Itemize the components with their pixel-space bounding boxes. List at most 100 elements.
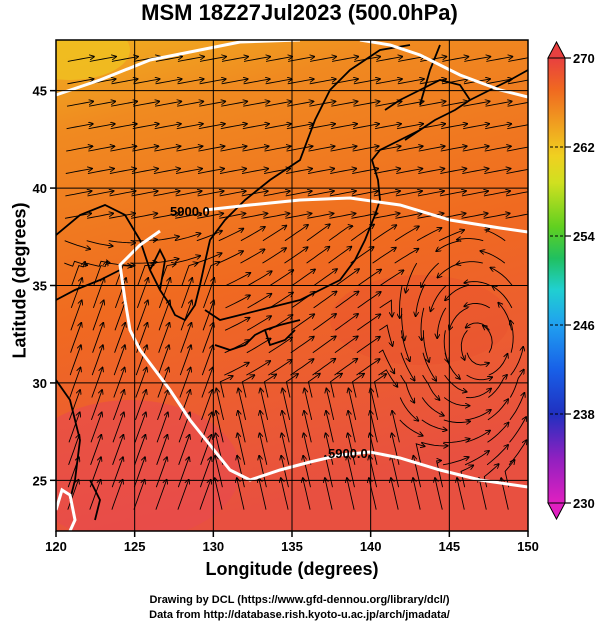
streamline — [484, 146, 511, 152]
streamline — [357, 292, 381, 309]
streamline — [221, 101, 247, 107]
streamline — [238, 389, 247, 421]
streamline — [485, 79, 512, 85]
streamline — [290, 314, 314, 331]
streamline — [179, 345, 191, 376]
streamline — [330, 169, 356, 174]
streamline — [335, 314, 358, 331]
streamline — [373, 374, 387, 398]
streamline — [114, 278, 126, 309]
streamline — [133, 101, 159, 107]
streamline — [196, 253, 221, 264]
streamline — [268, 360, 291, 376]
streamline — [422, 352, 436, 381]
streamline — [111, 480, 123, 510]
streamline — [203, 278, 215, 309]
streamline — [93, 261, 107, 286]
streamline — [177, 79, 204, 85]
streamline — [285, 213, 311, 219]
streamline — [466, 322, 490, 331]
streamline — [111, 101, 137, 107]
streamline — [353, 101, 379, 107]
streamline — [444, 374, 467, 392]
streamline — [263, 213, 289, 219]
streamline — [112, 435, 124, 465]
streamline — [304, 389, 313, 421]
streamline — [201, 345, 213, 376]
streamline — [483, 213, 510, 219]
streamline — [177, 480, 189, 510]
streamline — [263, 374, 276, 398]
streamline — [92, 278, 104, 309]
streamline — [508, 440, 526, 466]
streamline — [461, 191, 488, 197]
streamline — [484, 169, 510, 174]
streamline — [421, 397, 444, 416]
streamline — [487, 399, 508, 421]
streamline — [177, 101, 203, 107]
streamline — [180, 300, 192, 331]
streamline — [263, 191, 290, 197]
streamline — [334, 359, 358, 376]
streamline — [326, 433, 334, 465]
streamline — [307, 191, 334, 197]
streamline — [87, 191, 114, 197]
streamline — [246, 361, 270, 376]
streamline — [313, 292, 337, 309]
streamline — [422, 374, 440, 400]
streamline — [216, 389, 225, 421]
colorbar-tick-label: 230 — [573, 496, 595, 511]
streamline — [486, 445, 508, 466]
streamline — [416, 228, 441, 242]
streamline — [153, 169, 180, 174]
streamline — [284, 247, 308, 264]
streamline — [243, 101, 269, 107]
streamline — [70, 278, 82, 309]
streamline — [331, 101, 357, 107]
streamline — [68, 412, 80, 443]
streamline — [416, 285, 425, 317]
streamline — [303, 478, 311, 510]
streamline — [224, 363, 249, 376]
streamline — [238, 433, 246, 465]
streamline — [463, 101, 490, 107]
streamline — [90, 435, 102, 465]
streamline — [415, 444, 425, 465]
streamline — [329, 374, 342, 398]
streamline — [397, 101, 423, 107]
streamline — [313, 269, 337, 286]
streamline — [199, 457, 211, 488]
geopotential-contours — [56, 40, 528, 531]
streamline — [371, 389, 379, 421]
streamline — [246, 339, 271, 354]
streamline — [442, 57, 468, 62]
streamline — [241, 191, 268, 197]
streamline — [399, 419, 423, 436]
streamline — [347, 456, 355, 488]
streamline — [69, 345, 81, 376]
streamline — [464, 282, 491, 286]
streamline — [240, 227, 265, 242]
streamline — [394, 249, 419, 264]
streamline — [112, 412, 124, 443]
streamline — [282, 389, 291, 421]
streamline — [462, 146, 489, 152]
streamline — [110, 124, 137, 130]
streamline — [155, 480, 167, 510]
streamline — [64, 240, 91, 249]
streamline — [307, 374, 320, 398]
streamline — [197, 191, 224, 197]
streamline — [268, 337, 292, 354]
streamline — [290, 359, 313, 376]
streamline — [483, 326, 493, 353]
streamline — [396, 169, 422, 174]
streamline — [400, 374, 415, 403]
streamline — [66, 124, 93, 130]
streamline — [70, 323, 82, 353]
credit-data: Data from http://database.rish.kyoto-u.a… — [149, 609, 450, 621]
streamline — [421, 441, 447, 446]
streamline — [108, 241, 135, 243]
streamline — [290, 337, 314, 354]
streamline — [237, 478, 245, 510]
streamline — [435, 478, 443, 510]
